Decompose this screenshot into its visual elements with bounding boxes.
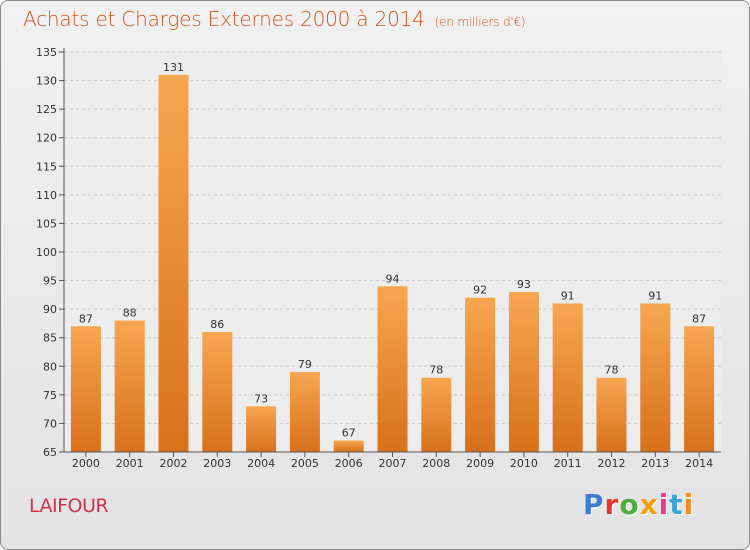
x-tick-label: 2003 (203, 457, 231, 470)
axes: 65 70 75 80 85 90 95 100 105 110 115 120 125 130 135 20… (36, 46, 721, 470)
data-label: 92 (473, 284, 487, 297)
data-label: 86 (210, 318, 224, 331)
chart-title-text: Achats et Charges Externes 2000 à 2014 (23, 7, 425, 31)
data-label: 91 (648, 289, 662, 302)
x-tick-label: 2002 (160, 457, 188, 470)
x-tick-label: 2005 (291, 457, 319, 470)
data-label: 93 (517, 278, 531, 291)
bar (202, 332, 233, 452)
bar (377, 286, 408, 452)
x-tick-label: 2001 (116, 457, 144, 470)
data-label: 91 (561, 289, 575, 302)
data-label: 67 (342, 427, 356, 440)
y-tick-label: 70 (43, 417, 57, 430)
logo-letter: o (619, 488, 640, 521)
bar (333, 440, 364, 452)
proxiti-logo[interactable]: Proxiti (583, 488, 694, 521)
bar (640, 303, 671, 452)
data-label: 131 (163, 61, 184, 74)
y-tick-label: 125 (36, 103, 57, 116)
data-label: 87 (79, 312, 93, 325)
bar (552, 303, 583, 452)
logo-letter: i (658, 488, 670, 521)
logo-letter: x (639, 488, 659, 521)
data-label: 78 (429, 364, 443, 377)
bar (421, 377, 452, 452)
data-labels: 87 88 131 86 73 79 67 94 78 92 93 91 78 91 87 (79, 61, 706, 440)
x-tick-label: 2000 (72, 457, 100, 470)
y-tick-label: 85 (43, 332, 57, 345)
data-label: 94 (386, 272, 400, 285)
data-label: 73 (254, 392, 268, 405)
bar (70, 326, 101, 452)
y-tick-label: 75 (43, 389, 57, 402)
x-tick-label: 2006 (335, 457, 363, 470)
y-tick-label: 115 (36, 160, 57, 173)
data-label: 88 (123, 307, 137, 320)
x-tick-label: 2013 (641, 457, 669, 470)
chart-subtitle: (en milliers d'€) (434, 15, 526, 29)
y-tick-label: 135 (36, 46, 57, 59)
x-tick-label: 2004 (247, 457, 275, 470)
x-tick-label: 2009 (466, 457, 494, 470)
y-tick-label: 130 (36, 75, 57, 88)
bar (114, 320, 145, 452)
logo-letter: r (604, 488, 620, 521)
y-tick-label: 120 (36, 132, 57, 145)
y-tick-label: 90 (43, 303, 57, 316)
x-tick-label: 2007 (379, 457, 407, 470)
bar (158, 74, 189, 452)
chart-title: Achats et Charges Externes 2000 à 2014 (e… (23, 7, 526, 31)
bar (684, 326, 715, 452)
y-tick-label: 65 (43, 446, 57, 459)
y-tick-label: 80 (43, 360, 57, 373)
bar (465, 297, 496, 452)
x-tick-label: 2008 (422, 457, 450, 470)
logo-letter: i (683, 488, 695, 521)
logo-letter: P (583, 488, 605, 521)
x-tick-label: 2011 (554, 457, 582, 470)
bars (70, 74, 715, 452)
logo-letter: t (669, 488, 684, 521)
y-tick-label: 95 (43, 275, 57, 288)
x-tick-label: 2012 (598, 457, 626, 470)
y-tick-label: 110 (36, 189, 57, 202)
bar (508, 292, 539, 452)
bar (246, 406, 277, 452)
y-tick-label: 105 (36, 217, 57, 230)
bar (596, 377, 627, 452)
commune-name: LAIFOUR (29, 495, 109, 517)
x-tick-label: 2014 (685, 457, 713, 470)
data-label: 79 (298, 358, 312, 371)
data-label: 87 (692, 312, 706, 325)
x-tick-label: 2010 (510, 457, 538, 470)
bar (289, 372, 320, 452)
y-tick-label: 100 (36, 246, 57, 259)
data-label: 78 (605, 364, 619, 377)
